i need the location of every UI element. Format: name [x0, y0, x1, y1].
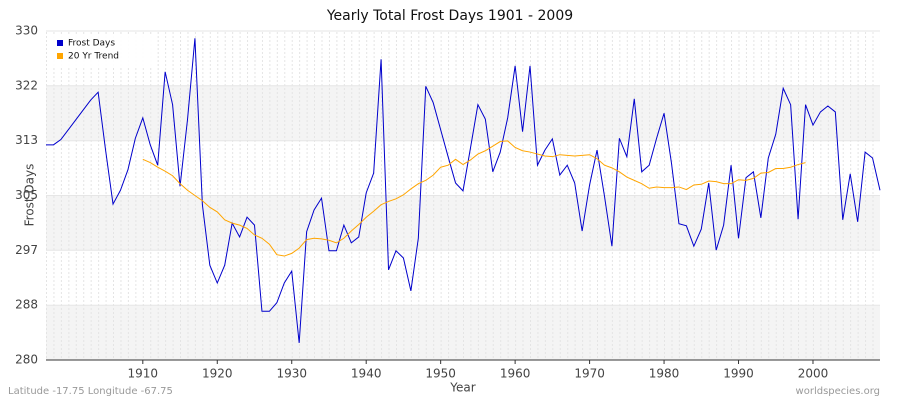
y-tick-label: 330 — [15, 24, 38, 38]
y-tick-label: 297 — [15, 243, 38, 257]
legend-swatch — [57, 53, 63, 59]
y-tick-label: 280 — [15, 353, 38, 367]
legend-label: 20 Yr Trend — [68, 52, 119, 62]
y-tick-label: 288 — [15, 298, 38, 312]
legend-box — [52, 34, 152, 66]
y-tick-label: 305 — [15, 188, 38, 202]
x-tick-label: 1970 — [574, 367, 605, 381]
x-tick-label: 1930 — [276, 367, 307, 381]
y-tick-label: 313 — [15, 133, 38, 147]
plot — [46, 38, 881, 343]
series-line — [46, 38, 881, 343]
x-tick-label: 1920 — [202, 367, 233, 381]
x-tick-label: 1950 — [425, 367, 456, 381]
series-line — [142, 140, 806, 257]
chart-title: Yearly Total Frost Days 1901 - 2009 — [326, 8, 573, 24]
x-tick-label: 2000 — [798, 367, 829, 381]
y-axis-label: Frost Days — [23, 164, 37, 227]
x-tick-label: 1910 — [128, 367, 159, 381]
legend-swatch — [57, 40, 63, 46]
x-tick-label: 1980 — [649, 367, 680, 381]
x-tick-label: 1940 — [351, 367, 382, 381]
x-tick-label: 1960 — [500, 367, 531, 381]
legend: Frost Days 20 Yr Trend — [52, 34, 152, 66]
legend-label: Frost Days — [68, 39, 115, 49]
x-tick-label: 1990 — [723, 367, 754, 381]
footer-right: worldspecies.org — [796, 386, 880, 397]
y-tick-label: 322 — [15, 78, 38, 92]
footer-left: Latitude -17.75 Longitude -67.75 — [8, 386, 173, 397]
x-axis-label: Year — [449, 381, 475, 395]
